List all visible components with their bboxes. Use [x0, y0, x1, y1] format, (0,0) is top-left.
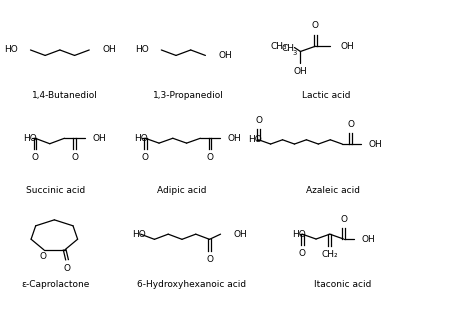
Text: Lactic acid: Lactic acid: [302, 91, 351, 100]
Text: O: O: [32, 153, 38, 162]
Text: OH: OH: [233, 230, 247, 239]
Text: ε-Caprolactone: ε-Caprolactone: [21, 280, 90, 289]
Text: O: O: [299, 249, 306, 258]
Text: HO: HO: [292, 230, 306, 239]
Text: OH: OH: [340, 42, 354, 51]
Text: O: O: [142, 153, 149, 162]
Text: 1,4-Butanediol: 1,4-Butanediol: [32, 91, 98, 100]
Text: HO: HO: [248, 135, 262, 144]
Text: 1,3-Propanediol: 1,3-Propanediol: [154, 91, 224, 100]
Text: CH₃: CH₃: [270, 42, 287, 51]
Text: 3: 3: [293, 50, 297, 56]
Text: HO: HO: [4, 46, 18, 55]
Text: CH: CH: [282, 44, 294, 53]
Text: OH: OH: [361, 235, 375, 244]
Text: O: O: [206, 255, 213, 264]
Text: HO: HO: [134, 134, 147, 143]
Text: O: O: [64, 264, 71, 273]
Text: Azaleic acid: Azaleic acid: [307, 185, 361, 194]
Text: HO: HO: [132, 230, 146, 239]
Text: Adipic acid: Adipic acid: [157, 185, 207, 194]
Text: OH: OH: [102, 46, 116, 55]
Text: CH₂: CH₂: [321, 250, 338, 259]
Text: OH: OH: [92, 134, 106, 143]
Text: O: O: [207, 153, 213, 162]
Text: O: O: [71, 153, 78, 162]
Text: OH: OH: [293, 67, 307, 76]
Text: O: O: [312, 21, 319, 30]
Text: O: O: [39, 251, 46, 260]
Text: HO: HO: [24, 134, 37, 143]
Text: OH: OH: [228, 134, 241, 143]
Text: 6-Hydroxyhexanoic acid: 6-Hydroxyhexanoic acid: [137, 280, 246, 289]
Text: OH: OH: [368, 140, 382, 148]
Text: O: O: [255, 116, 262, 125]
Text: O: O: [347, 120, 354, 130]
Text: Succinic acid: Succinic acid: [26, 185, 85, 194]
Text: O: O: [340, 215, 347, 224]
Text: OH: OH: [218, 51, 232, 60]
Text: HO: HO: [135, 46, 148, 55]
Text: Itaconic acid: Itaconic acid: [314, 280, 371, 289]
